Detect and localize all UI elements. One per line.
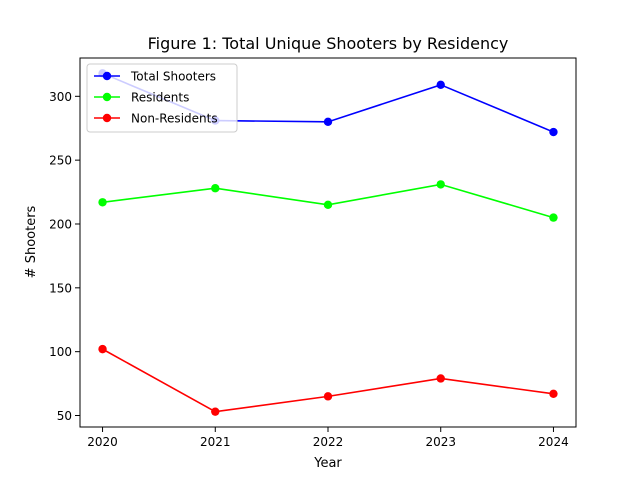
data-point-residents	[323, 200, 333, 210]
x-tick-label: 2021	[200, 435, 231, 449]
legend-label: Residents	[131, 91, 189, 105]
y-tick-label: 100	[49, 345, 72, 359]
data-point-total-shooters	[436, 80, 445, 90]
series-residents	[98, 180, 558, 222]
data-point-residents	[211, 184, 220, 193]
x-tick-label: 2020	[87, 435, 118, 449]
data-point-residents	[436, 180, 445, 189]
data-point-non-residents	[98, 344, 107, 354]
y-tick-label: 150	[49, 281, 72, 295]
legend-item-residents: Residents	[94, 91, 189, 105]
legend-box	[86, 63, 238, 133]
x-tick-label: 2022	[313, 435, 344, 449]
data-point-non-residents	[549, 389, 558, 399]
y-tick-label: 200	[49, 217, 72, 231]
legend: Total Shooters Residents Non-Residents	[86, 63, 238, 133]
series-non-residents	[98, 344, 558, 416]
chart-title: Figure 1: Total Unique Shooters by Resid…	[148, 34, 509, 53]
legend-marker	[102, 92, 112, 102]
data-point-total-shooters	[323, 117, 333, 127]
plot-frame	[79, 57, 577, 428]
data-point-non-residents	[436, 374, 445, 383]
data-point-non-residents	[211, 407, 220, 416]
legend-item-total-shooters: Total Shooters	[94, 70, 216, 84]
data-point-residents	[98, 198, 107, 207]
y-axis-label: # Shooters	[24, 205, 39, 278]
y-tick-label: 250	[49, 154, 72, 168]
y-tick-label: 50	[57, 409, 72, 423]
data-point-total-shooters	[549, 127, 558, 137]
legend-label: Total Shooters	[130, 70, 216, 84]
data-point-non-residents	[323, 392, 333, 401]
legend-item-non-residents: Non-Residents	[94, 112, 218, 126]
data-point-residents	[549, 213, 558, 222]
x-tick-label: 2023	[425, 435, 456, 449]
x-axis-label: Year	[313, 456, 342, 471]
legend-marker	[102, 71, 112, 81]
legend-marker	[102, 113, 112, 123]
y-tick-label: 300	[49, 90, 72, 104]
x-tick-label: 2024	[538, 435, 569, 449]
legend-label: Non-Residents	[131, 112, 218, 126]
